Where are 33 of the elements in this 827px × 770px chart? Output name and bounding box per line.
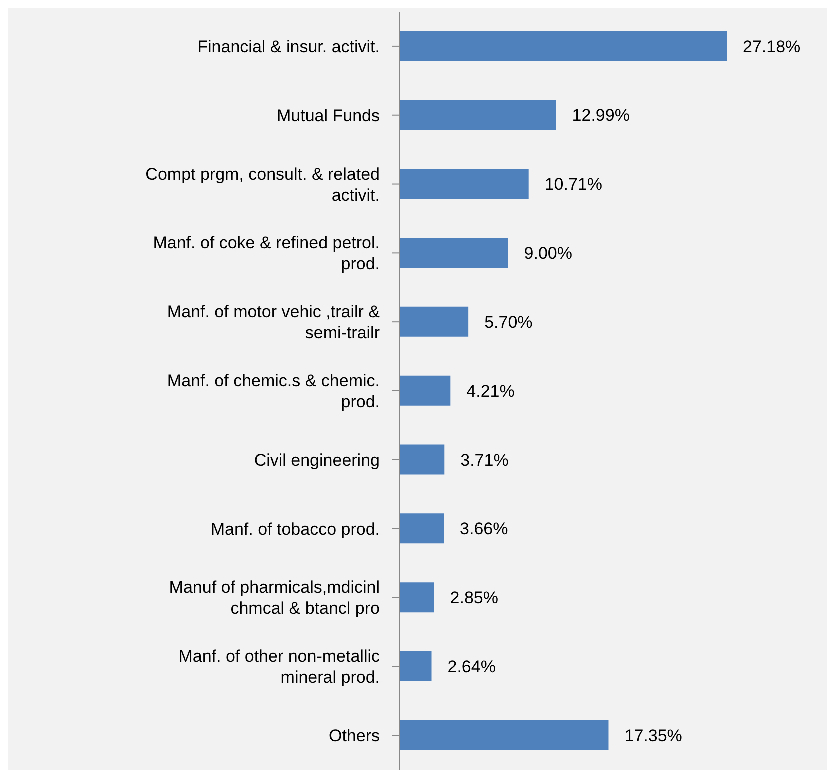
y-tick-label: Manuf of pharmicals,mdicinl chmcal & btancl pro [169,578,380,618]
data-label: 10.71% [544,175,603,194]
y-tick-label: Civil engineering [254,450,380,470]
data-label: 27.18% [743,37,801,56]
data-label: 5.70% [484,312,533,332]
data-label: 17.35% [624,726,682,746]
y-tick-label: Manf. of motor vehic ,trailr & semi-trailr [167,302,381,342]
bar [400,31,727,62]
data-label: 2.85% [450,588,498,608]
y-tick-label: Financial & insur. activit. [198,36,380,56]
bar [400,444,445,475]
data-label: 4.21% [466,382,515,401]
bar [400,582,434,613]
bar [400,514,444,544]
data-label: 2.64% [448,658,496,677]
y-tick-label: Manf. of tobacco prod. [210,519,380,538]
data-label: 3.66% [460,520,508,539]
bar [400,376,451,406]
y-tick-label: Mutual Funds [277,106,380,125]
y-tick-label: Manf. of chemic.s & chemic. prod. [167,371,380,411]
data-label: 9.00% [524,244,572,264]
bar [400,238,508,268]
y-tick-label: Manf. of other non-metallic mineral prod. [178,646,380,687]
bar [400,720,609,750]
data-label: 3.71% [460,450,509,470]
bar [400,306,469,337]
y-tick-label: Manf. of coke & refined petrol. prod. [153,233,380,274]
data-label: 12.99% [572,106,630,126]
bar [400,651,432,682]
y-tick-label: Others [328,726,380,746]
bar [400,100,556,130]
y-tick-label: Compt prgm, consult. & related activit. [146,164,380,204]
bar [400,169,529,200]
